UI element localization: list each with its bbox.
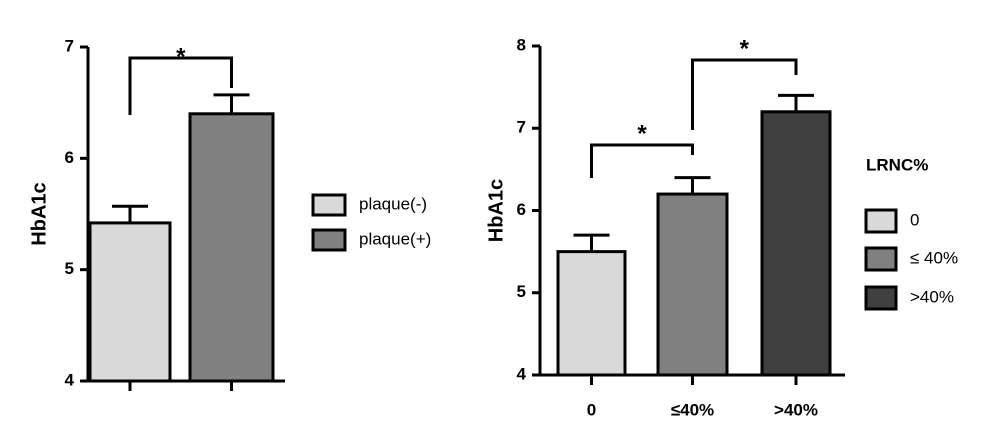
x-tick-label: 0 <box>587 400 596 419</box>
significance-bracket <box>691 58 798 130</box>
y-tick-label: 5 <box>65 259 74 278</box>
legend-label: >40% <box>910 287 954 306</box>
significance-label: * <box>637 120 647 147</box>
legend-swatch <box>864 246 898 272</box>
legend-swatch <box>311 228 347 252</box>
legend-swatch <box>311 193 347 217</box>
legend-swatch <box>864 208 898 234</box>
y-tick-label: 4 <box>65 370 75 389</box>
significance-label: * <box>740 35 750 62</box>
legend-title: LRNC% <box>866 155 928 174</box>
y-tick-label: 5 <box>517 282 526 301</box>
legend-label: 0 <box>910 210 919 229</box>
bar <box>88 221 172 383</box>
y-tick-label: 6 <box>65 148 74 167</box>
legend-label: plaque(-) <box>359 194 427 213</box>
y-tick-label: 7 <box>65 36 74 55</box>
y-tick-label: 4 <box>517 364 527 383</box>
bar <box>656 192 729 377</box>
y-tick-label: 6 <box>517 200 526 219</box>
bar <box>760 110 832 377</box>
legend-label: plaque(+) <box>359 229 431 248</box>
significance-bracket <box>590 143 694 178</box>
x-tick-label: ≤40% <box>671 400 714 419</box>
legend-label: ≤ 40% <box>910 248 958 267</box>
y-axis-label: HbA1c <box>28 182 50 245</box>
legend-swatch <box>864 285 898 311</box>
significance-label: * <box>176 43 186 70</box>
bar <box>188 112 275 383</box>
bar <box>556 250 627 377</box>
y-axis-label: HbA1c <box>485 179 507 242</box>
y-tick-label: 8 <box>517 35 526 54</box>
significance-bracket <box>128 56 233 115</box>
x-tick-label: >40% <box>774 400 818 419</box>
y-tick-label: 7 <box>517 118 526 137</box>
